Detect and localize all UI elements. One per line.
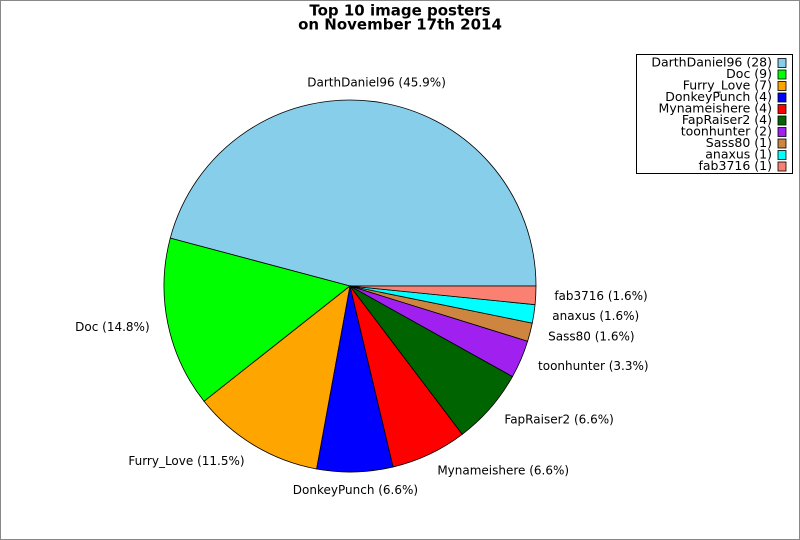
legend-swatch [777,127,787,137]
pie-slice [349,285,537,306]
slice-label: Furry_Love (11.5%) [128,454,244,468]
slice-label: DarthDaniel96 (45.9%) [307,76,446,90]
legend-swatch [777,104,787,114]
legend-swatch [777,150,787,160]
pie-slice [203,285,351,470]
legend-label: Doc (9) [726,66,772,81]
slice-label: fab3716 (1.6%) [554,289,647,303]
pie-slice [163,237,351,402]
pie-slice [169,99,537,287]
legend-label: Furry_Love (7) [683,78,772,93]
legend-swatch [777,69,787,80]
legend-label: DonkeyPunch (4) [665,89,772,104]
legend-swatch [777,92,787,103]
legend-label: fab3716 (1) [699,158,773,173]
slice-label: Doc (14.8%) [75,320,149,334]
chart-subtitle: on November 17th 2014 [298,16,502,34]
legend-swatch [777,81,787,91]
slice-label: DonkeyPunch (6.6%) [293,483,418,497]
slice-label: Sass80 (1.6%) [548,329,634,343]
legend-label: DarthDaniel96 (28) [651,55,772,70]
legend-swatch [777,58,787,68]
legend-swatch [777,138,787,149]
legend-label: Sass80 (1) [706,135,772,150]
chart-title: Top 10 image posters [309,2,490,20]
legend-swatch [777,115,787,126]
slice-label: toonhunter (3.3%) [538,359,649,373]
slice-label: FapRaiser2 (6.6%) [504,413,613,427]
slice-label: Mynameishere (6.6%) [437,464,569,478]
legend-label: toonhunter (2) [681,124,772,139]
slice-label: anaxus (1.6%) [552,309,639,323]
legend-label: anaxus (1) [705,147,772,162]
legend-box [636,54,793,174]
legend-label: Mynameishere (4) [659,101,772,116]
legend-swatch [777,161,787,172]
legend-label: FapRaiser2 (4) [682,112,772,127]
